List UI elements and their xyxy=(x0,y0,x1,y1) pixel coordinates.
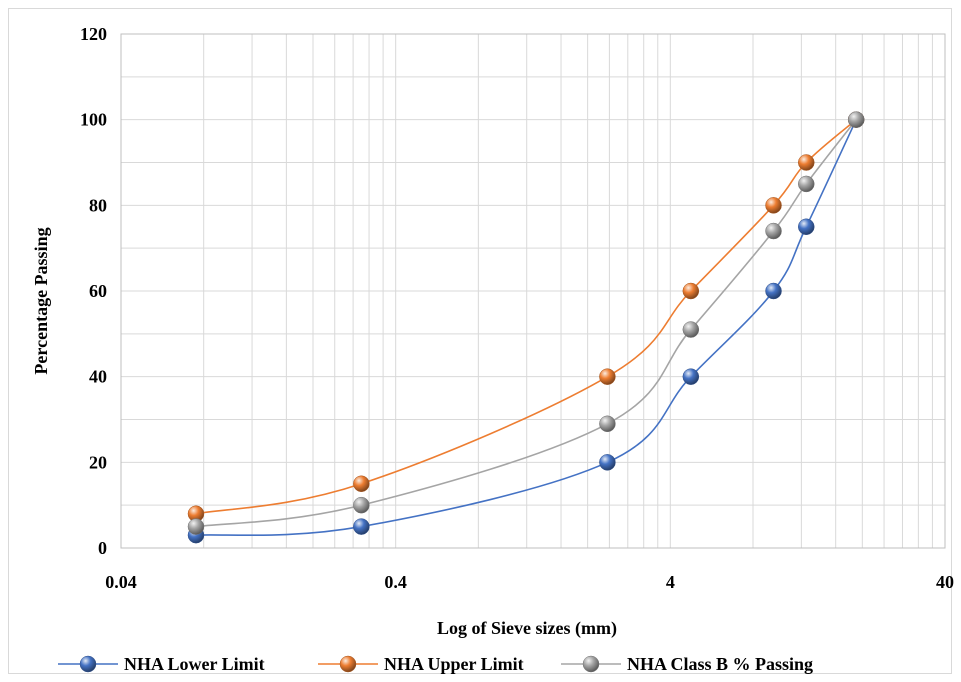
data-point-series-2 xyxy=(798,154,815,171)
x-axis-label: Log of Sieve sizes (mm) xyxy=(437,618,617,639)
y-tick-label: 0 xyxy=(98,538,107,558)
y-tick-label: 40 xyxy=(89,367,107,387)
tick-labels: 0 20 40 60 80 100 120 0.04 0.4 4 40 xyxy=(80,24,954,592)
grid-lines xyxy=(121,34,945,548)
data-point-series-1 xyxy=(682,368,700,385)
y-axis-label: Percentage Passing xyxy=(31,227,51,374)
chart-frame xyxy=(8,8,952,674)
data-point-series-3 xyxy=(353,496,370,514)
y-tick-label: 60 xyxy=(89,281,107,301)
data-point-series-3 xyxy=(187,518,205,535)
legend-label: NHA Class B % Passing xyxy=(627,654,813,674)
data-point-series-2 xyxy=(682,282,700,300)
y-tick-label: 100 xyxy=(80,110,107,130)
data-point-series-1 xyxy=(353,518,370,535)
series-line-3 xyxy=(195,119,857,528)
data-point-series-1 xyxy=(765,282,782,300)
x-tick-label: 4 xyxy=(666,572,675,592)
legend-marker xyxy=(79,655,97,673)
x-tick-label: 0.04 xyxy=(105,572,137,592)
data-point-series-2 xyxy=(353,475,370,492)
x-tick-label: 0.4 xyxy=(384,572,407,592)
data-point-series-1 xyxy=(798,218,815,235)
y-tick-label: 80 xyxy=(89,195,107,215)
legend-marker xyxy=(339,655,357,673)
data-point-series-3 xyxy=(798,175,815,193)
legend-label: NHA Lower Limit xyxy=(124,654,265,674)
series-line-1 xyxy=(195,119,857,537)
data-point-series-3 xyxy=(599,415,616,433)
legend: NHA Lower Limit NHA Upper Limit NHA Class … xyxy=(58,654,813,674)
plot-area-border xyxy=(120,33,946,549)
data-point-series-3 xyxy=(847,111,865,128)
series-group xyxy=(187,111,865,544)
legend-label: NHA Upper Limit xyxy=(384,654,524,674)
data-point-series-3 xyxy=(765,222,782,240)
data-point-series-2 xyxy=(765,197,782,214)
plot-border xyxy=(120,33,946,549)
data-point-series-1 xyxy=(599,454,616,471)
y-tick-label: 20 xyxy=(89,452,107,472)
series-line-2 xyxy=(195,119,857,515)
data-point-series-2 xyxy=(599,368,616,385)
legend-marker xyxy=(582,655,600,673)
y-tick-label: 120 xyxy=(80,24,107,44)
data-point-series-3 xyxy=(682,321,700,338)
x-tick-label: 40 xyxy=(936,572,954,592)
